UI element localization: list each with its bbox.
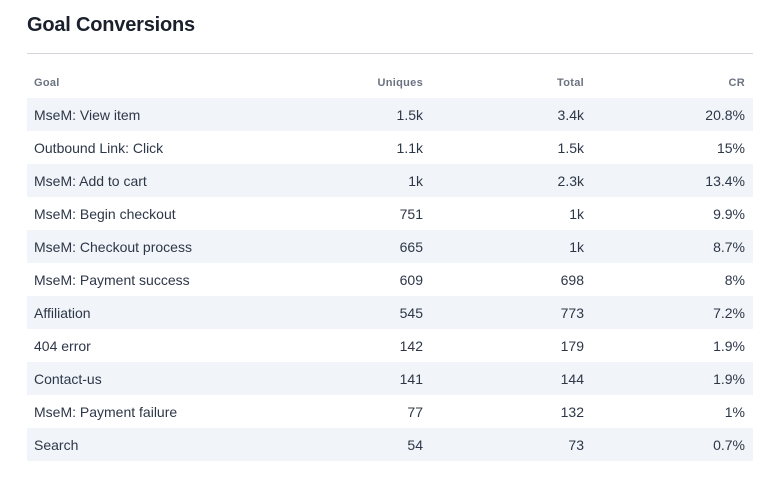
cr-value: 7.2%	[713, 304, 745, 321]
column-header-cr: CR	[728, 76, 745, 89]
goal-conversions-table: Goal Uniques Total CR MseM: View item 1.…	[27, 67, 753, 461]
uniques-value: 665	[399, 238, 423, 255]
uniques-value: 1.1k	[396, 139, 423, 156]
table-header-row: Goal Uniques Total CR	[27, 67, 753, 98]
table-row[interactable]: MseM: View item 1.5k 3.4k 20.8%	[27, 98, 753, 131]
total-value: 1k	[569, 238, 584, 255]
table-row[interactable]: MseM: Begin checkout 751 1k 9.9%	[27, 197, 753, 230]
cr-value: 15%	[716, 139, 745, 156]
goal-name: Search	[34, 436, 79, 453]
uniques-value: 77	[407, 403, 423, 420]
table-row[interactable]: 404 error 142 179 1.9%	[27, 329, 753, 362]
uniques-value: 54	[407, 436, 423, 453]
table-row[interactable]: MseM: Checkout process 665 1k 8.7%	[27, 230, 753, 263]
total-value: 698	[560, 271, 584, 288]
uniques-value: 142	[399, 337, 423, 354]
uniques-value: 609	[399, 271, 423, 288]
cr-value: 8%	[724, 271, 745, 288]
uniques-value: 751	[399, 205, 423, 222]
cr-value: 1.9%	[713, 337, 745, 354]
goal-name: MseM: Payment failure	[34, 403, 178, 420]
cr-value: 9.9%	[713, 205, 745, 222]
uniques-value: 545	[399, 304, 423, 321]
table-row[interactable]: MseM: Payment success 609 698 8%	[27, 263, 753, 296]
uniques-value: 1k	[408, 172, 423, 189]
total-value: 73	[568, 436, 584, 453]
cr-value: 20.8%	[705, 106, 745, 123]
goal-name: MseM: Add to cart	[34, 172, 147, 189]
goal-name: Contact-us	[34, 370, 102, 387]
table-row[interactable]: MseM: Payment failure 77 132 1%	[27, 395, 753, 428]
goal-name: MseM: Payment success	[34, 271, 190, 288]
cr-value: 8.7%	[713, 238, 745, 255]
cr-value: 0.7%	[713, 436, 745, 453]
goal-name: MseM: View item	[34, 106, 141, 123]
goal-name: MseM: Checkout process	[34, 238, 192, 255]
table-row[interactable]: Outbound Link: Click 1.1k 1.5k 15%	[27, 131, 753, 164]
table-row[interactable]: Affiliation 545 773 7.2%	[27, 296, 753, 329]
total-value: 1k	[569, 205, 584, 222]
goal-name: Affiliation	[34, 304, 91, 321]
total-value: 773	[560, 304, 584, 321]
total-value: 144	[560, 370, 584, 387]
total-value: 132	[560, 403, 584, 420]
goal-name: MseM: Begin checkout	[34, 205, 176, 222]
table-row[interactable]: MseM: Add to cart 1k 2.3k 13.4%	[27, 164, 753, 197]
table-row[interactable]: Contact-us 141 144 1.9%	[27, 362, 753, 395]
cr-value: 13.4%	[705, 172, 745, 189]
table-row[interactable]: Search 54 73 0.7%	[27, 428, 753, 461]
column-header-total: Total	[557, 76, 584, 89]
total-value: 2.3k	[557, 172, 584, 189]
title-divider	[27, 53, 753, 54]
card-title: Goal Conversions	[27, 14, 195, 36]
uniques-value: 1.5k	[396, 106, 423, 123]
cr-value: 1%	[724, 403, 745, 420]
cr-value: 1.9%	[713, 370, 745, 387]
total-value: 1.5k	[557, 139, 584, 156]
uniques-value: 141	[399, 370, 423, 387]
total-value: 179	[560, 337, 584, 354]
goal-name: Outbound Link: Click	[34, 139, 164, 156]
total-value: 3.4k	[557, 106, 584, 123]
column-header-goal: Goal	[34, 76, 60, 89]
column-header-uniques: Uniques	[377, 76, 423, 89]
goal-name: 404 error	[34, 337, 91, 354]
